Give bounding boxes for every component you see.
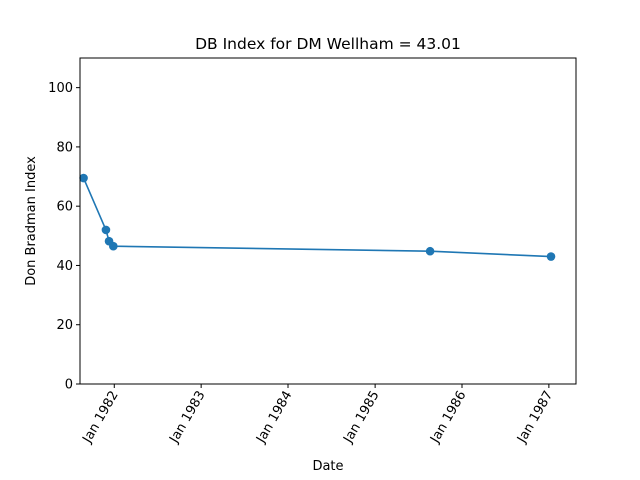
y-tick-label: 80: [56, 140, 73, 155]
series-db-index: [79, 173, 556, 261]
chart-title: DB Index for DM Wellham = 43.01: [195, 35, 461, 53]
y-tick-label: 0: [65, 378, 73, 393]
y-tick-label: 100: [48, 81, 73, 96]
y-axis-label: Don Bradman Index: [24, 156, 39, 286]
x-axis-label: Date: [312, 459, 343, 474]
data-point: [101, 225, 111, 235]
plot-area: [80, 58, 576, 384]
y-tick-label: 40: [56, 259, 73, 274]
data-point: [109, 241, 118, 251]
plot-frame: [79, 57, 577, 385]
y-tick-label: 20: [56, 318, 73, 333]
y-tick-label: 60: [56, 200, 73, 215]
y-axis: 0 20 40 60 80 100: [48, 81, 80, 393]
data-point: [425, 246, 435, 256]
data-point: [546, 252, 556, 261]
data-point: [79, 173, 88, 183]
